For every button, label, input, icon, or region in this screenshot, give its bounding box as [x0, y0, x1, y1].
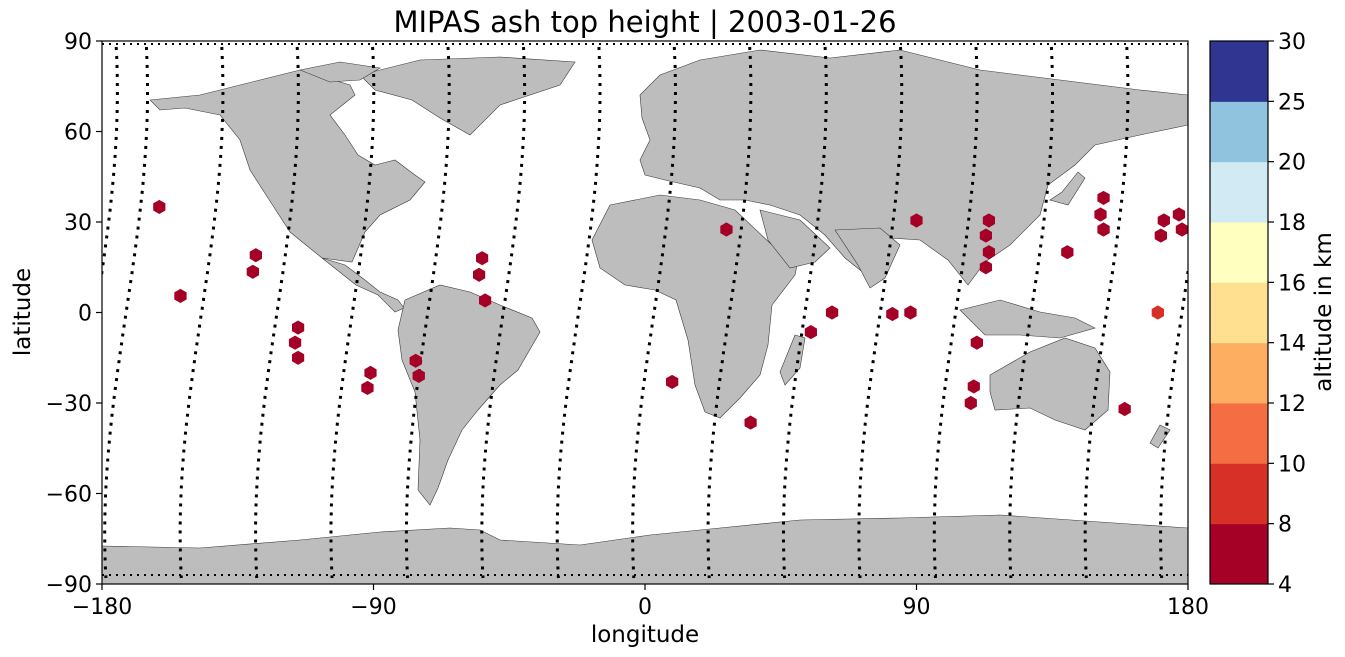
y-axis-label: latitude: [10, 268, 36, 356]
ash-marker: [744, 415, 757, 430]
south-america-landmass: [397, 284, 541, 506]
arctic-islands-landmass: [298, 61, 381, 83]
colorbar-band: [1210, 342, 1268, 404]
southeast-asia-islands-landmass: [959, 299, 1096, 339]
ash-marker: [292, 320, 305, 335]
ash-marker: [970, 335, 983, 350]
ash-marker: [364, 365, 377, 380]
colorbar-band: [1210, 161, 1268, 223]
ash-marker: [1097, 190, 1110, 205]
ash-marker: [825, 305, 839, 320]
colorbar-band: [1210, 41, 1268, 102]
colorbar-tick-label: 8: [1278, 513, 1292, 538]
ash-marker: [666, 374, 679, 389]
colorbar-tick-label: 4: [1278, 573, 1292, 598]
ash-marker: [1157, 213, 1170, 228]
ash-marker: [904, 305, 917, 320]
ash-marker: [1118, 401, 1131, 417]
japan-landmass: [1049, 171, 1086, 206]
colorbar-tick-label: 20: [1278, 151, 1306, 176]
ash-marker: [479, 293, 492, 308]
greenland-landmass: [359, 56, 576, 136]
ash-marker: [412, 368, 425, 383]
ash-marker: [153, 199, 166, 214]
ash-marker: [979, 228, 992, 243]
colorbar-band: [1210, 523, 1268, 585]
ash-marker: [979, 260, 992, 275]
antarctica-landmass: [102, 514, 1188, 584]
y-tick-label: 30: [64, 211, 92, 236]
colorbar-frame: [1209, 40, 1269, 585]
x-tick-label: 90: [903, 595, 931, 620]
ash-marker: [292, 350, 305, 365]
colorbar-tick-label: 14: [1278, 332, 1306, 357]
colorbar-label: altitude in km: [1311, 232, 1337, 392]
ash-marker: [1061, 245, 1074, 260]
x-tick-label: −180: [72, 595, 132, 620]
ash-marker: [982, 245, 995, 260]
y-tick-label: 60: [64, 121, 92, 146]
ash-marker: [964, 395, 977, 411]
colorbar-tick-label: 18: [1278, 211, 1306, 236]
ash-marker: [982, 213, 995, 228]
colorbar-band: [1210, 101, 1268, 163]
x-tick-label: −90: [350, 595, 396, 620]
ash-marker: [1151, 305, 1164, 320]
north-america-landmass: [149, 69, 426, 263]
indian-subcontinent-landmass: [834, 227, 901, 289]
x-axis: −180 −90 0 90 180: [72, 584, 1209, 620]
colorbar-tick-label: 12: [1278, 392, 1306, 417]
ash-marker: [174, 288, 187, 303]
ash-marker: [288, 335, 302, 350]
ash-marker: [720, 222, 733, 237]
x-tick-label: 180: [1167, 595, 1209, 620]
madagascar-landmass: [779, 334, 806, 386]
ash-marker: [1154, 228, 1167, 243]
ash-marker: [1094, 207, 1107, 222]
colorbar-tick-label: 16: [1278, 271, 1306, 296]
colorbar-band: [1210, 403, 1268, 464]
ash-marker: [361, 380, 374, 395]
australia-landmass: [989, 337, 1111, 431]
africa-landmass: [591, 194, 801, 419]
europe-asia-landmass: [639, 49, 1188, 286]
ash-marker: [409, 353, 422, 368]
central-america-landmass: [321, 257, 405, 313]
y-tick-label: −30: [46, 392, 92, 417]
ash-markers: [153, 190, 1188, 430]
colorbar-tick-label: 30: [1278, 30, 1306, 55]
ash-marker: [1175, 222, 1188, 237]
ash-marker: [246, 264, 259, 279]
colorbar-tick-label: 10: [1278, 452, 1306, 477]
ash-marker: [476, 251, 489, 266]
ash-marker: [804, 325, 817, 340]
ash-marker: [886, 306, 899, 322]
colorbar: 4 8 10 12 14 16 18 20 25 30: [1209, 30, 1306, 598]
x-tick-label: 0: [638, 595, 652, 620]
orbit-tracks: [102, 43, 1345, 579]
ash-marker: [473, 267, 486, 282]
ash-marker: [249, 248, 262, 263]
land-layer: [102, 49, 1188, 584]
orbit-track: [1266, 47, 1309, 578]
ash-marker: [1097, 222, 1110, 237]
ash-marker: [1172, 207, 1186, 222]
colorbar-band: [1210, 282, 1268, 344]
y-tick-label: −60: [46, 483, 92, 508]
y-tick-label: 0: [78, 302, 92, 327]
colorbar-tick-label: 25: [1278, 90, 1306, 115]
x-axis-label: longitude: [591, 622, 699, 648]
chart-title: MIPAS ash top height | 2003-01-26: [393, 5, 897, 39]
y-tick-label: −90: [46, 573, 92, 598]
colorbar-band: [1210, 222, 1268, 283]
new-zealand-landmass: [1149, 424, 1171, 449]
colorbar-band: [1210, 463, 1268, 525]
y-tick-label: 90: [64, 30, 92, 55]
ash-marker: [967, 379, 980, 394]
orbit-track: [1342, 47, 1345, 578]
ash-marker: [910, 213, 923, 228]
y-axis: −90 −60 −30 0 30 60 90: [46, 30, 102, 598]
